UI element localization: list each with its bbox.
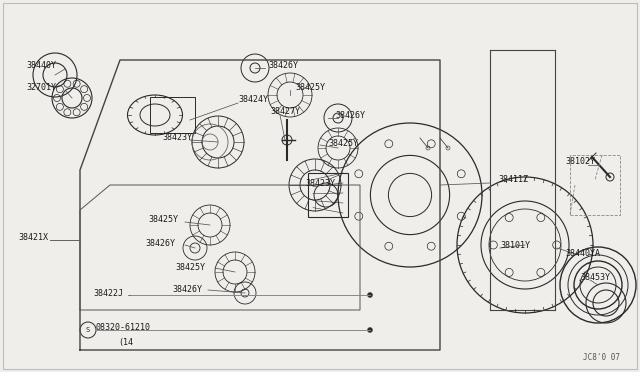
Text: 38426Y: 38426Y: [335, 110, 365, 119]
Text: 38425Y: 38425Y: [148, 215, 178, 224]
Text: 08320-61210: 08320-61210: [96, 324, 151, 333]
Bar: [570, 155, 620, 215]
Text: 38423Y: 38423Y: [162, 134, 192, 142]
Text: 32701Y: 32701Y: [26, 83, 56, 92]
Text: 38426Y: 38426Y: [268, 61, 298, 70]
Text: 38424Y: 38424Y: [238, 96, 268, 105]
Circle shape: [367, 327, 372, 333]
Circle shape: [367, 292, 372, 298]
Text: 38425Y: 38425Y: [328, 138, 358, 148]
Text: (14: (14: [118, 337, 133, 346]
Text: 38453Y: 38453Y: [580, 273, 610, 282]
Text: 38423Y: 38423Y: [305, 179, 335, 187]
Text: 38425Y: 38425Y: [175, 263, 205, 272]
Text: S: S: [86, 327, 90, 333]
Text: 38102Y: 38102Y: [565, 157, 595, 167]
Text: 38440YA: 38440YA: [565, 248, 600, 257]
Text: 38421X: 38421X: [18, 234, 48, 243]
Text: 38425Y: 38425Y: [295, 83, 325, 92]
Text: 38422J: 38422J: [93, 289, 123, 298]
Text: 38101Y: 38101Y: [500, 241, 530, 250]
Text: JC8'0 07: JC8'0 07: [583, 353, 620, 362]
Text: 38440Y: 38440Y: [26, 61, 56, 71]
Text: 38426Y: 38426Y: [145, 238, 175, 247]
Text: 38426Y: 38426Y: [172, 285, 202, 294]
Text: 38411Z: 38411Z: [498, 176, 528, 185]
Text: 38427Y: 38427Y: [270, 108, 300, 116]
